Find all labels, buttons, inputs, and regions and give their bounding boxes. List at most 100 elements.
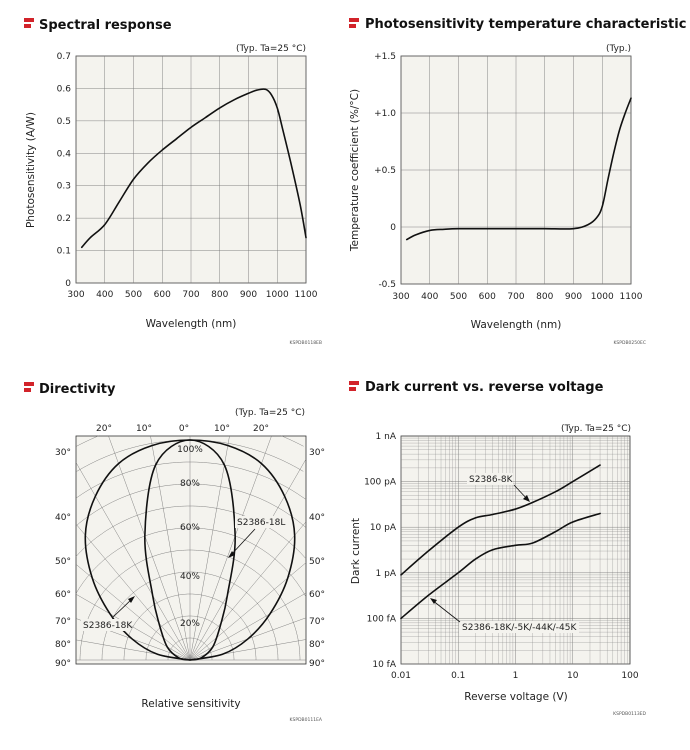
y-tick-label: 0.1 [57, 247, 71, 257]
arrowhead-icon [128, 596, 135, 603]
polar-spoke [189, 435, 272, 661]
radial-label: 80% [180, 479, 200, 489]
annotation-backdrop [459, 621, 579, 633]
y-tick-label: 10 fA [372, 660, 396, 670]
gridlines [400, 55, 632, 285]
x-tick-label: 600 [154, 290, 171, 300]
panel-title: Directivity [39, 382, 116, 397]
y-tick-label: 100 fA [367, 614, 397, 624]
panel-title: Spectral response [39, 18, 172, 33]
y-tick-label: 1 nA [376, 432, 397, 442]
x-tick-label: 600 [479, 292, 496, 302]
annotation-s2386-18k: S2386-18K [83, 621, 133, 631]
annotation-leader [229, 528, 256, 557]
x-tick-label: 1000 [266, 290, 289, 300]
x-tick-label: 10 [567, 671, 579, 681]
panel-spectral-response: Spectral response (Typ. Ta=25 °C) 300 400… [24, 18, 322, 346]
angle-label: 70° [309, 617, 325, 627]
x-tick-labels: 300 400 500 600 700 800 900 1000 1100 [392, 292, 642, 302]
x-tick-label: 1100 [620, 292, 643, 302]
polar-spoke [189, 521, 307, 661]
y-tick-label: 0 [390, 223, 396, 233]
polar-ring [76, 435, 304, 447]
series-line [405, 97, 632, 241]
x-tick-label: 400 [421, 292, 438, 302]
y-axis-label: Temperature coefficient (%/°C) [349, 89, 361, 252]
x-tick-label: 0.01 [391, 671, 411, 681]
accent-bar-icon [349, 387, 356, 391]
polar-spoke [75, 594, 191, 661]
x-axis-label: Wavelength (nm) [471, 319, 562, 331]
y-tick-label: 0.2 [57, 214, 71, 224]
angle-label: 30° [55, 448, 71, 458]
x-tick-label: 500 [125, 290, 142, 300]
radial-label: 100% [177, 445, 203, 455]
series-line-s2386-18k [400, 512, 601, 620]
y-tick-label: 0 [65, 279, 71, 289]
y-tick-labels: 10 fA 100 fA 1 pA 10 pA 100 pA 1 nA [364, 432, 397, 670]
polar-spoke [189, 592, 307, 661]
series-line-s2386-8k [400, 464, 601, 576]
x-tick-label: 500 [450, 292, 467, 302]
arrowhead-icon [430, 598, 437, 604]
annotation-leader [111, 597, 134, 619]
figure-code: KSPDB0250EC [613, 340, 646, 346]
y-tick-label: 10 pA [370, 523, 397, 533]
angle-label: 40° [55, 513, 71, 523]
angle-label: 90° [309, 659, 325, 669]
polar-spoke [75, 523, 191, 661]
y-tick-label: +1.0 [374, 109, 396, 119]
accent-bar-icon [24, 18, 34, 22]
y-tick-label: 100 pA [364, 478, 397, 488]
radial-label: 40% [180, 572, 200, 582]
figure-code: KSPDB0118EB [290, 340, 322, 346]
x-tick-label: 300 [67, 290, 84, 300]
x-tick-labels: 300 400 500 600 700 800 900 1000 1100 [67, 290, 317, 300]
angle-label: 10° [214, 424, 230, 434]
angle-label: 90° [55, 659, 71, 669]
x-tick-label: 0.1 [451, 671, 465, 681]
x-tick-labels: 0.01 0.1 1 10 100 [391, 671, 639, 681]
accent-bar-icon [349, 24, 356, 28]
accent-bar-icon [24, 388, 31, 392]
arrowhead-icon [228, 551, 235, 558]
condition-note: (Typ. Ta=25 °C) [561, 424, 631, 434]
polar-spoke [189, 435, 230, 661]
radial-label: 20% [180, 619, 200, 629]
angle-label: 60° [55, 590, 71, 600]
x-tick-label: 1100 [295, 290, 318, 300]
y-axis-label: Dark current [350, 518, 362, 584]
annotation-backdrop [81, 619, 127, 631]
accent-bar-icon [349, 18, 359, 22]
angle-label: 80° [55, 640, 71, 650]
angle-label: 0° [179, 424, 189, 434]
panel-temperature-characteristic: Photosensitivity temperature characteris… [349, 17, 686, 346]
condition-note: (Typ. Ta=25 °C) [235, 408, 305, 418]
condition-note: (Typ.) [606, 44, 631, 54]
gridlines [75, 55, 307, 284]
x-tick-label: 400 [96, 290, 113, 300]
angle-label: 50° [309, 557, 325, 567]
panel-dark-current: Dark current vs. reverse voltage (Typ. T… [349, 380, 647, 717]
arrowhead-icon [523, 495, 530, 502]
angle-label: 10° [136, 424, 152, 434]
x-tick-label: 1000 [591, 292, 614, 302]
x-tick-label: 800 [211, 290, 228, 300]
annotation-s2386-8k: S2386-8K [469, 475, 514, 485]
angle-label: 60° [309, 590, 325, 600]
polar-spoke [150, 435, 191, 661]
accent-bar-icon [24, 382, 34, 386]
y-tick-label: 0.6 [57, 84, 72, 94]
x-axis-label: Relative sensitivity [141, 698, 240, 710]
x-axis-label: Wavelength (nm) [146, 318, 237, 330]
x-tick-label: 900 [565, 292, 582, 302]
x-tick-label: 1 [513, 671, 519, 681]
y-tick-label: 1 pA [376, 569, 397, 579]
x-tick-label: 700 [182, 290, 199, 300]
accent-bar-icon [349, 381, 359, 385]
x-axis-label: Reverse voltage (V) [464, 691, 568, 703]
condition-note: (Typ. Ta=25 °C) [236, 44, 306, 54]
x-tick-label: 900 [240, 290, 257, 300]
polar-spoke [75, 564, 191, 661]
